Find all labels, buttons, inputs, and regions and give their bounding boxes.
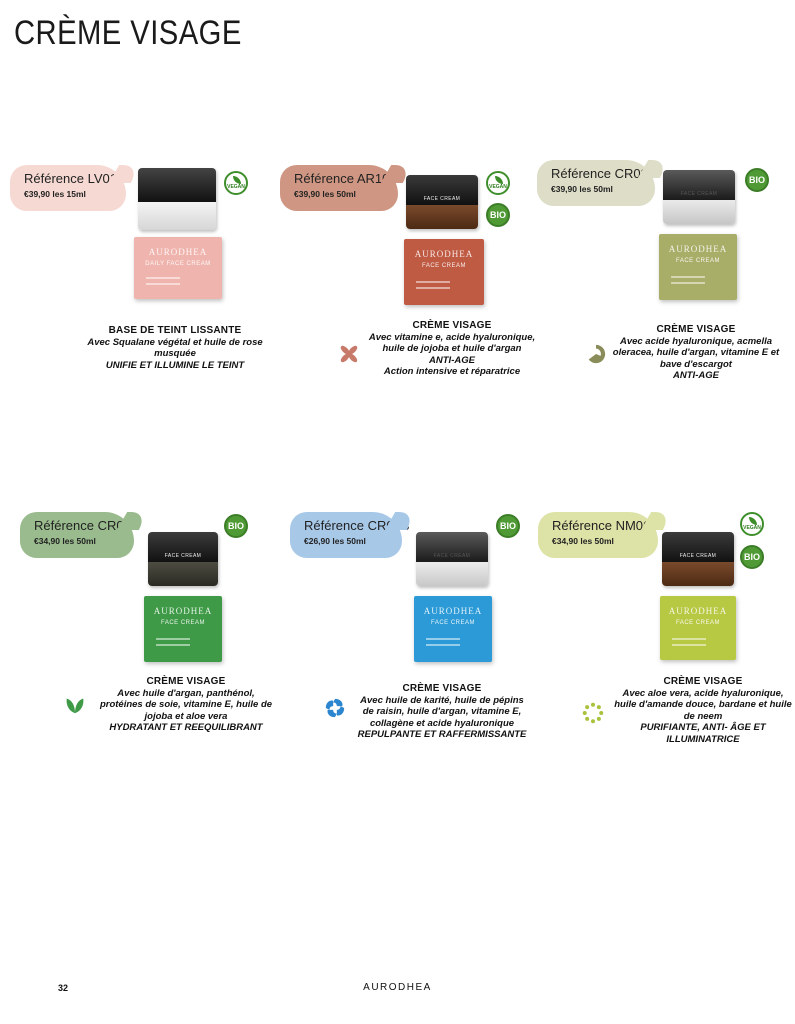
product-description: CRÈME VISAGE Avec huile de karité, huile…: [356, 683, 528, 741]
reference-bubble: Référence LV01B €39,90 les 15ml: [10, 165, 126, 211]
bio-badge-icon: BIO: [486, 203, 510, 227]
jar-label: FACE CREAM: [433, 552, 471, 559]
product-tagline: Action intensive et réparatrice: [383, 366, 521, 377]
product-description: BASE DE TEINT LISSANTE Avec Squalane vég…: [80, 325, 270, 371]
product-box: AURODHEA DAILY FACE CREAM: [134, 237, 222, 299]
bio-badge-icon: BIO: [224, 514, 248, 538]
price-label: €39,90 les 15ml: [24, 189, 86, 199]
price-label: €26,90 les 50ml: [304, 536, 366, 546]
product-box: AURODHEA FACE CREAM: [144, 596, 222, 662]
product-tagline: PURIFIANTE, ANTI- ÂGE ET ILLUMINATRICE: [640, 722, 766, 745]
product-card: Référence NM06B €34,90 les 50ml FACE CRE…: [538, 512, 795, 792]
product-ingredients: Avec huile de karité, huile de pépins de…: [360, 694, 524, 729]
vegan-badge-icon: VEGAN: [740, 512, 764, 536]
product-tagline: ANTI-AGE: [673, 370, 719, 381]
reference-label: Référence CR05B: [304, 518, 410, 533]
jar-label: FACE CREAM: [423, 195, 461, 202]
box-product-name: FACE CREAM: [675, 620, 720, 626]
product-box: AURODHEA FACE CREAM: [414, 596, 492, 662]
price-label: €34,90 les 50ml: [34, 536, 96, 546]
reference-label: Référence CR03B: [34, 518, 140, 533]
product-ingredients: Avec Squalane végétal et huile de rose m…: [87, 336, 263, 360]
product-jar: FACE CREAM: [662, 532, 734, 586]
box-brand: AURODHEA: [153, 606, 213, 616]
product-ingredients: Avec aloe vera, acide hyaluronique, huil…: [614, 687, 792, 722]
product-tagline: HYDRATANT ET REEQUILIBRANT: [109, 722, 263, 733]
reference-bubble: Référence CR02B €39,90 les 50ml: [537, 160, 657, 206]
product-card: Référence CR02B €39,90 les 50ml FACE CRE…: [537, 160, 795, 440]
reference-bubble: Référence CR03B €34,90 les 50ml: [20, 512, 140, 558]
product-title: CRÈME VISAGE: [402, 683, 482, 694]
product-title: CRÈME VISAGE: [663, 676, 743, 687]
product-description: CRÈME VISAGE Avec aloe vera, acide hyalu…: [612, 676, 794, 745]
product-jar: FACE CREAM: [148, 532, 218, 586]
product-tagline: UNIFIE ET ILLUMINE LE TEINT: [105, 359, 245, 371]
product-title: CRÈME VISAGE: [656, 324, 736, 335]
product-tagline: ANTI-AGE: [429, 354, 475, 366]
product-title: BASE DE TEINT LISSANTE: [108, 325, 242, 336]
product-ingredients: Avec acide hyaluronique, acmella olerace…: [612, 335, 780, 370]
reference-label: Référence NM06B: [552, 518, 659, 533]
leaves-icon: [66, 698, 84, 714]
box-brand: AURODHEA: [668, 606, 728, 616]
box-brand: AURODHEA: [414, 249, 474, 259]
box-brand: AURODHEA: [423, 606, 483, 616]
price-label: €34,90 les 50ml: [552, 536, 614, 546]
box-product-name: FACE CREAM: [160, 620, 205, 626]
product-jar: FACE CREAM: [406, 175, 478, 229]
box-product-name: FACE CREAM: [430, 620, 475, 626]
product-jar: [138, 168, 216, 230]
vegan-badge-icon: VEGAN: [224, 171, 248, 195]
product-title: CRÈME VISAGE: [146, 676, 226, 687]
product-title: CRÈME VISAGE: [412, 320, 492, 331]
product-card: Référence CR03B €34,90 les 50ml FACE CRE…: [20, 512, 280, 792]
product-description: CRÈME VISAGE Avec huile d'argan, panthén…: [98, 676, 274, 734]
bio-badge-icon: BIO: [740, 545, 764, 569]
reference-label: Référence CR02B: [551, 166, 657, 181]
box-product-name: DAILY FACE CREAM: [145, 261, 211, 267]
product-card: Référence CR05B €26,90 les 50ml FACE CRE…: [290, 512, 550, 792]
box-product-name: FACE CREAM: [675, 258, 720, 264]
vegan-badge-icon: VEGAN: [486, 171, 510, 195]
product-tagline: REPULPANTE ET RAFFERMISSANTE: [357, 729, 527, 740]
product-ingredients: Avec vitamine e, acide hyaluronique, hui…: [368, 331, 536, 355]
reference-bubble: Référence NM06B €34,90 les 50ml: [538, 512, 659, 558]
snail-icon: [588, 344, 606, 364]
product-box: AURODHEA FACE CREAM: [404, 239, 484, 305]
product-description: CRÈME VISAGE Avec vitamine e, acide hyal…: [364, 320, 540, 378]
product-jar: FACE CREAM: [416, 532, 488, 586]
reference-bubble: Référence AR10B €39,90 les 50ml: [280, 165, 398, 211]
product-jar: FACE CREAM: [663, 170, 735, 224]
footer-brand: AURODHEA: [363, 982, 432, 993]
flower-icon: [340, 345, 358, 363]
bio-badge-icon: BIO: [496, 514, 520, 538]
page-title: CRÈME VISAGE: [14, 14, 242, 52]
product-description: CRÈME VISAGE Avec acide hyaluronique, ac…: [611, 324, 781, 382]
price-label: €39,90 les 50ml: [294, 189, 356, 199]
dots-icon: [582, 702, 604, 724]
reference-label: Référence AR10B: [294, 171, 399, 186]
box-brand: AURODHEA: [148, 247, 208, 257]
jar-label: FACE CREAM: [679, 552, 717, 559]
swirl-icon: [325, 698, 345, 718]
reference-label: Référence LV01B: [24, 171, 126, 186]
product-box: AURODHEA FACE CREAM: [659, 234, 737, 300]
product-box: AURODHEA FACE CREAM: [660, 596, 736, 660]
box-brand: AURODHEA: [668, 244, 728, 254]
product-card: Référence LV01B €39,90 les 15ml AURODHEA…: [10, 165, 270, 445]
box-product-name: FACE CREAM: [421, 263, 466, 269]
product-card: Référence AR10B €39,90 les 50ml FACE CRE…: [280, 165, 540, 445]
bio-badge-icon: BIO: [745, 168, 769, 192]
jar-label: FACE CREAM: [680, 190, 718, 197]
reference-bubble: Référence CR05B €26,90 les 50ml: [290, 512, 410, 558]
price-label: €39,90 les 50ml: [551, 184, 613, 194]
jar-label: FACE CREAM: [164, 552, 202, 559]
product-ingredients: Avec huile d'argan, panthénol, protéines…: [99, 687, 273, 722]
page-number: 32: [58, 983, 69, 993]
